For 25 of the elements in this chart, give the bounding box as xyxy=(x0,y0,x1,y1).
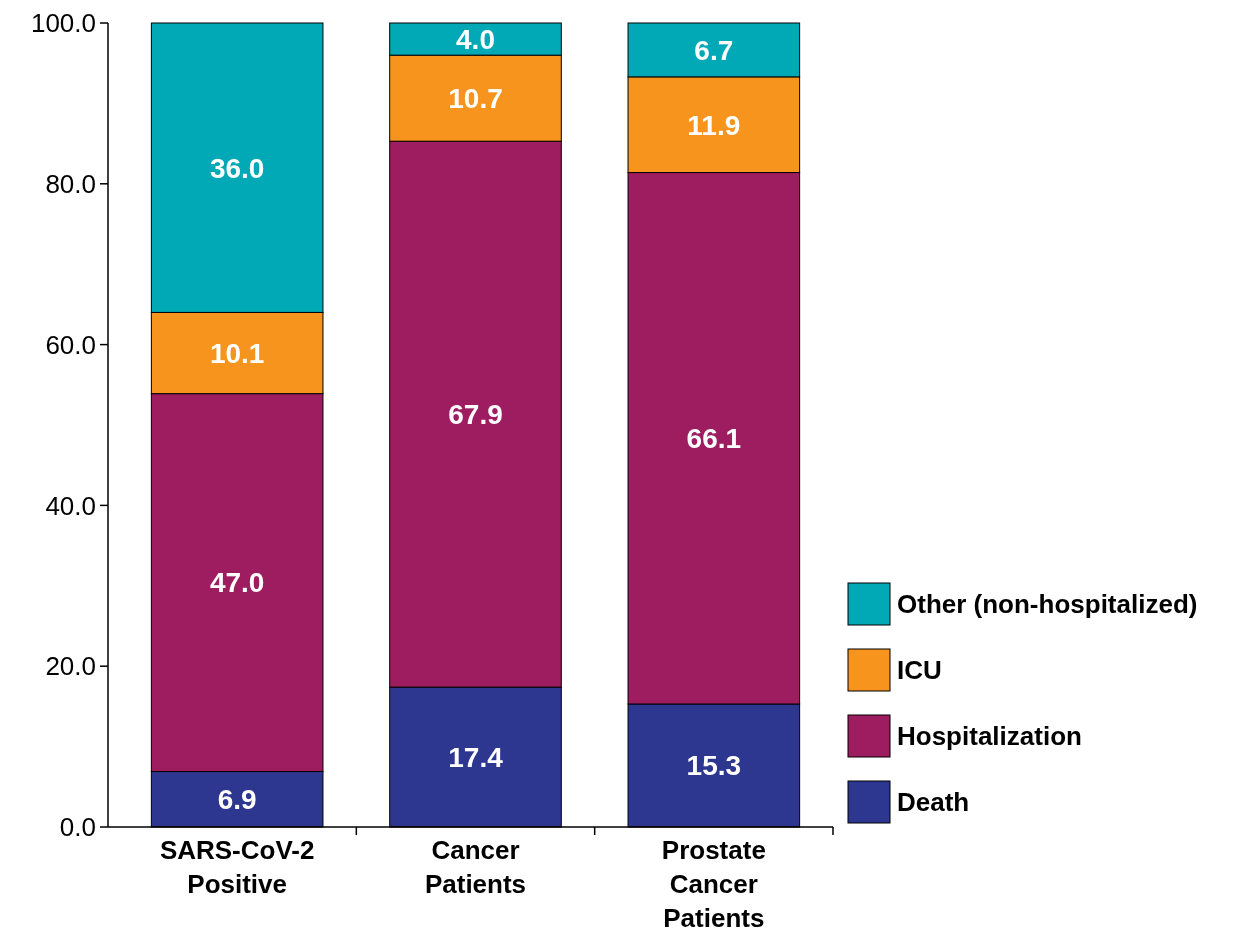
data-label: 47.0 xyxy=(209,567,265,599)
legend-label: ICU xyxy=(897,655,942,686)
legend-label: Death xyxy=(897,787,970,818)
data-label: 66.1 xyxy=(686,423,742,455)
y-tick-label: 80.0 xyxy=(45,168,96,199)
y-tick-label: 40.0 xyxy=(45,490,96,521)
x-tick-label: Prostate Cancer Patients xyxy=(661,835,766,933)
data-label: 11.9 xyxy=(687,109,741,141)
y-tick-label: 0.0 xyxy=(59,812,96,843)
data-label: 10.7 xyxy=(448,82,503,114)
data-label: 10.1 xyxy=(209,337,265,369)
data-label: 67.9 xyxy=(448,398,503,430)
data-label: 17.4 xyxy=(448,741,504,773)
data-label: 36.0 xyxy=(209,152,265,184)
y-tick-label: 100.0 xyxy=(30,8,96,39)
data-label: 15.3 xyxy=(686,750,742,782)
x-tick-label: SARS-CoV-2 Positive xyxy=(159,835,315,899)
legend-label: Other (non-hospitalized) xyxy=(897,589,1198,620)
y-tick-label: 60.0 xyxy=(45,329,96,360)
y-tick-label: 20.0 xyxy=(45,651,96,682)
x-tick-label: Cancer Patients xyxy=(424,835,527,899)
data-label: 6.9 xyxy=(217,784,257,816)
legend-label: Hospitalization xyxy=(897,721,1082,752)
data-label: 4.0 xyxy=(456,23,495,55)
data-label: 6.7 xyxy=(694,34,734,66)
